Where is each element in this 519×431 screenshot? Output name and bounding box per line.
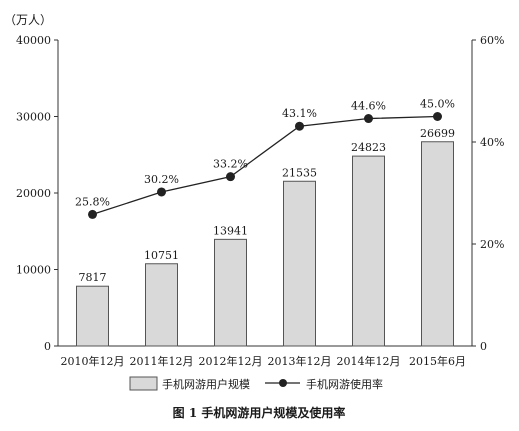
bar	[352, 155, 385, 347]
y-axis-unit-label: （万人）	[4, 13, 52, 27]
axes	[57, 40, 473, 347]
bar-value-labels: 7817 10751 13941 21535 24823 26699	[79, 127, 456, 284]
bar	[76, 285, 109, 347]
usage-rate-line	[92, 115, 438, 216]
bar-value-label: 10751	[144, 249, 179, 262]
line-point	[295, 121, 304, 131]
x-tick-label: 2015年6月	[409, 354, 466, 368]
line-value-labels: 25.8% 30.2% 33.2% 43.1% 44.6% 45.0%	[75, 98, 455, 209]
line-value-label: 33.2%	[213, 158, 248, 171]
x-tick-label: 2010年12月	[61, 354, 125, 368]
line-value-label: 44.6%	[351, 100, 386, 113]
line-point	[433, 112, 442, 121]
right-axis-ticks: 0 20% 40% 60%	[472, 34, 504, 353]
line-value-label: 25.8%	[75, 195, 110, 208]
bar	[145, 263, 178, 347]
line-point	[157, 187, 166, 197]
line-value-label: 43.1%	[282, 107, 317, 120]
legend-line-marker	[279, 379, 287, 387]
bar	[214, 238, 247, 347]
legend-bar-label: 手机网游用户规模	[162, 377, 250, 391]
left-tick-label: 0	[44, 340, 51, 353]
legend: 手机网游用户规模 手机网游使用率	[129, 376, 383, 391]
line-point	[88, 209, 97, 219]
line-point	[364, 114, 373, 124]
right-tick-label: 20%	[480, 238, 504, 251]
x-tick-label: 2012年12月	[199, 354, 263, 368]
left-tick-label: 40000	[16, 34, 51, 47]
x-tick-label: 2013年12月	[268, 354, 332, 368]
line-value-label: 45.0%	[420, 98, 455, 111]
bar-value-label: 13941	[213, 224, 248, 237]
bar	[283, 180, 316, 347]
legend-bar-swatch	[129, 376, 158, 391]
line-series	[88, 112, 442, 219]
x-axis-ticks: 2010年12月 2011年12月 2012年12月 2013年12月 2014年12月…	[61, 354, 467, 368]
left-tick-label: 20000	[16, 187, 51, 200]
left-tick-label: 10000	[16, 264, 51, 277]
bar-value-label: 21535	[282, 166, 317, 179]
left-axis-ticks: 0 10000 20000 30000 40000	[16, 34, 58, 353]
left-tick-label: 30000	[16, 111, 51, 124]
right-tick-label: 60%	[480, 34, 504, 47]
bar-value-label: 26699	[420, 127, 455, 140]
legend-line-label: 手机网游使用率	[306, 377, 383, 391]
right-tick-label: 40%	[480, 136, 504, 149]
bar-value-label: 7817	[79, 271, 107, 284]
x-tick-label: 2014年12月	[337, 354, 401, 368]
bar	[421, 141, 454, 347]
x-tick-label: 2011年12月	[130, 354, 194, 368]
bar-series	[76, 141, 454, 347]
chart-title: 图 1 手机网游用户规模及使用率	[173, 405, 346, 420]
line-point	[226, 172, 235, 182]
bar-value-label: 24823	[351, 141, 386, 154]
line-value-label: 30.2%	[144, 173, 179, 186]
right-tick-label: 0	[480, 340, 487, 353]
